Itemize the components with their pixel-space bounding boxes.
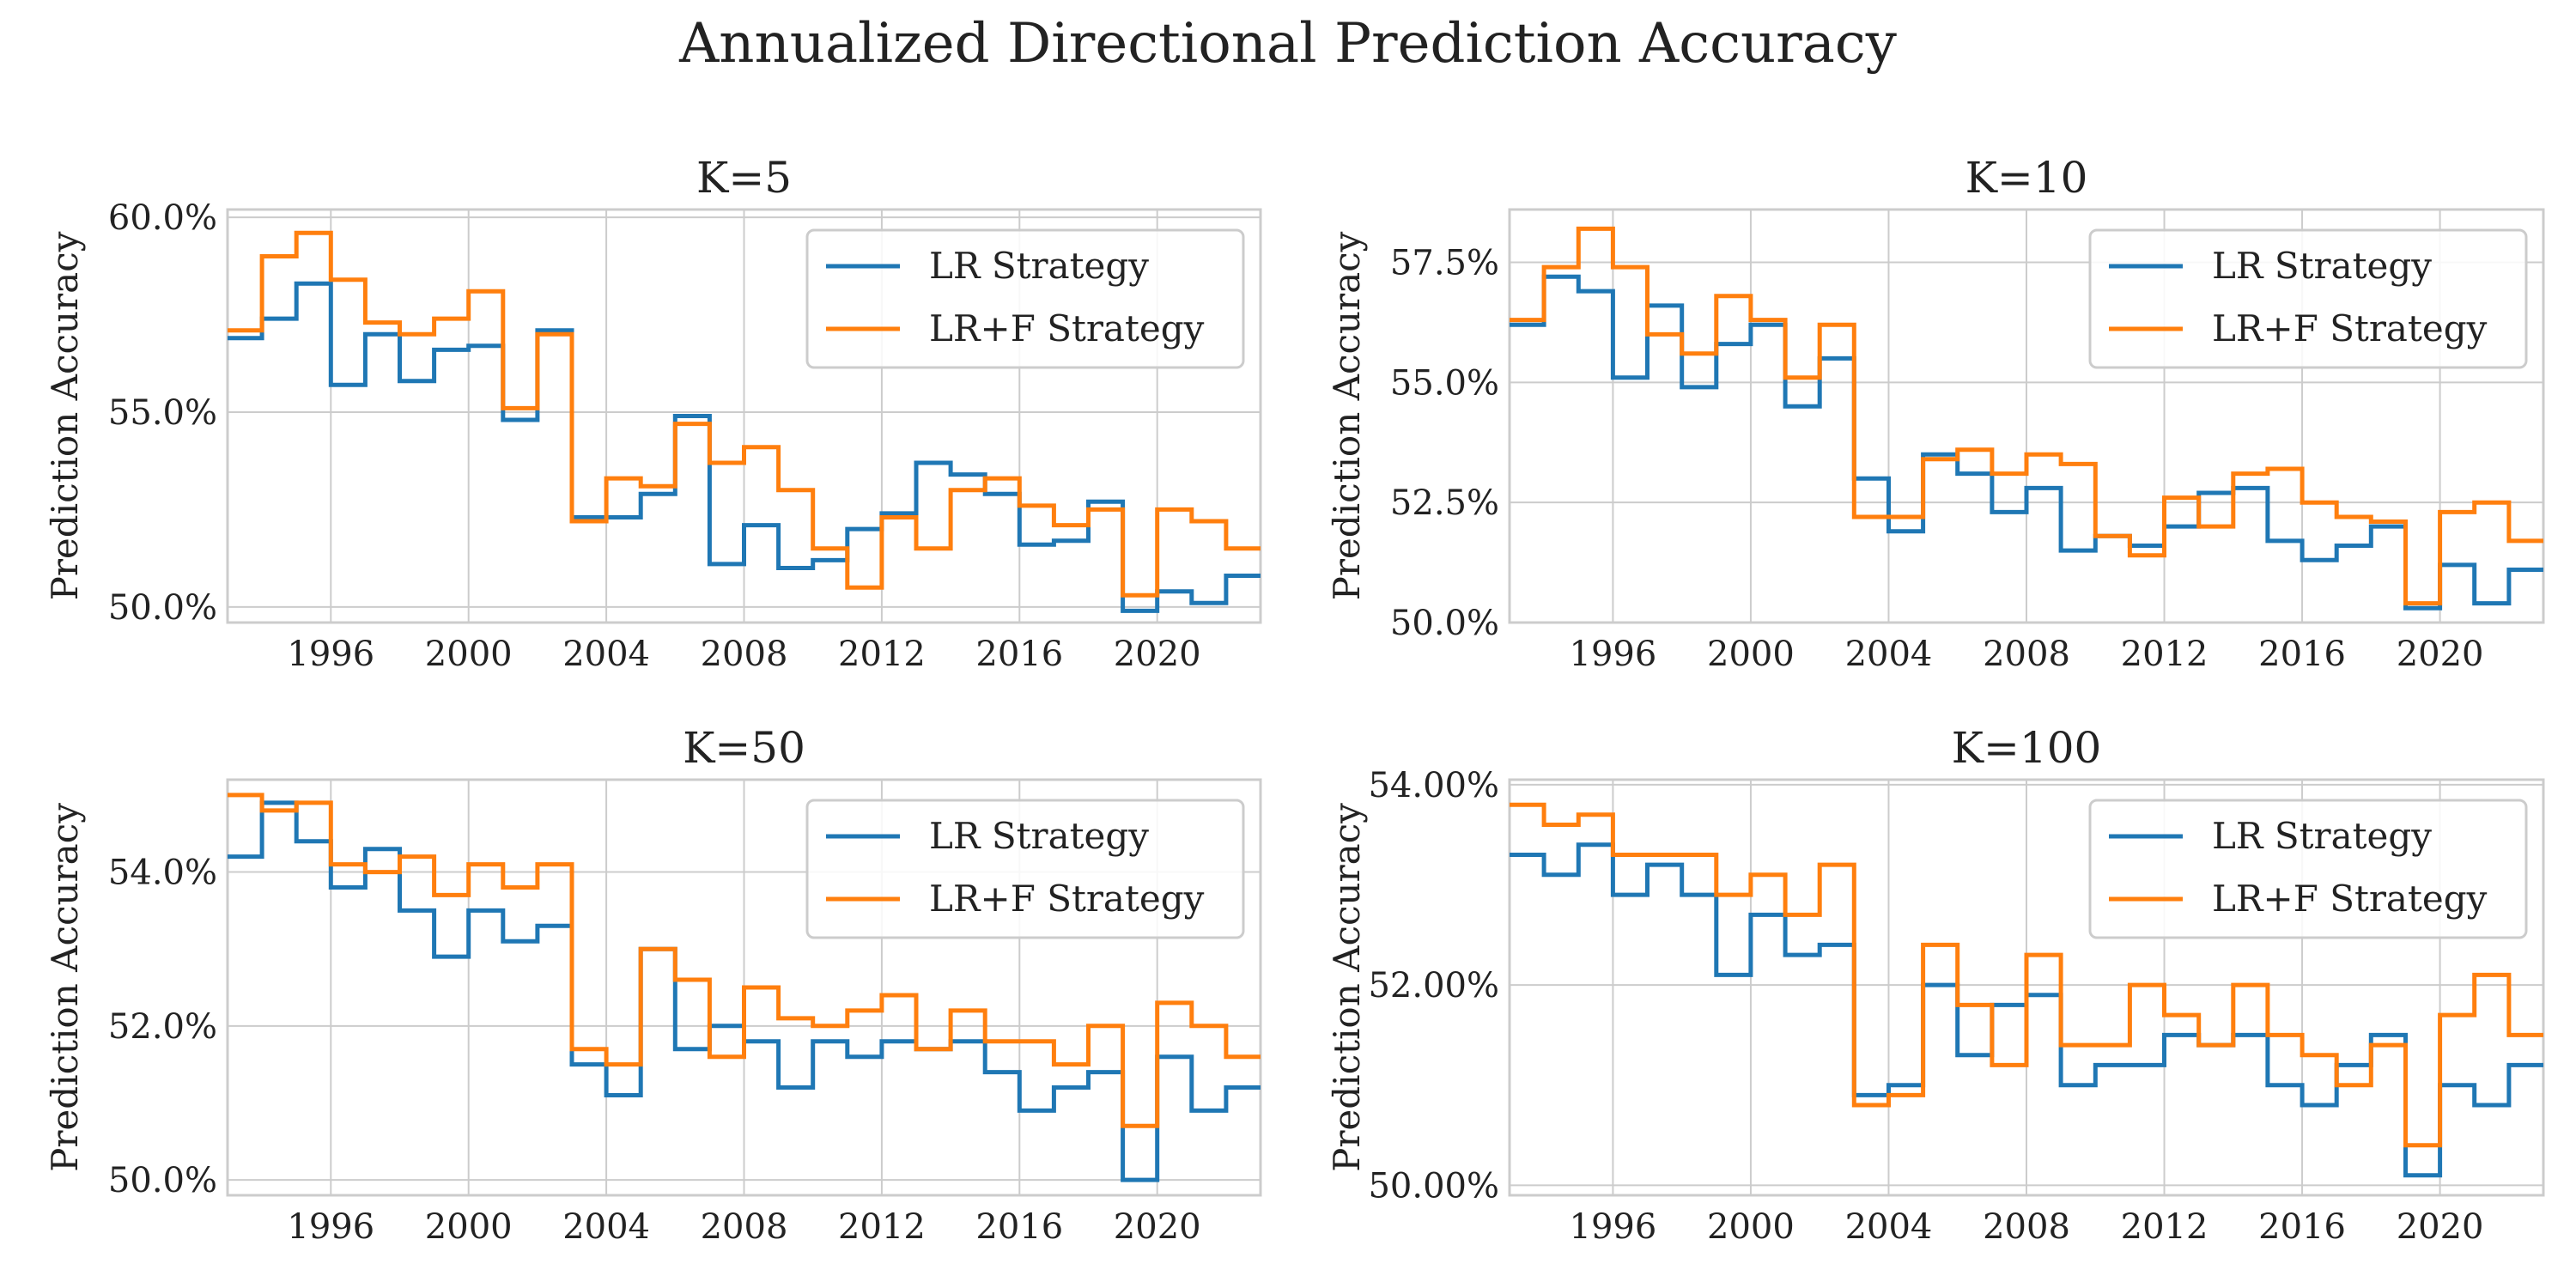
legend-label: LR Strategy [929,245,1149,287]
y-axis-label: Prediction Accuracy [1326,231,1368,600]
y-tick-label: 52.5% [1390,483,1499,523]
panel-title: K=50 [683,723,805,773]
legend: LR Strategy LR+F Strategy [2088,228,2528,369]
plot-frame [226,208,1262,624]
plot-frame [1508,778,2545,1197]
panel-title: K=100 [1952,723,2102,773]
figure-title: Annualized Directional Prediction Accura… [679,12,1897,76]
y-axis-label: Prediction Accuracy [44,803,86,1172]
panel-title: K=10 [1965,153,2088,203]
chart-panel-4: 1996 2000 2004 2008 2012 2016 2020 50.00% 52.00%… [1326,723,2545,1247]
y-tick-label: 52.00% [1368,966,1499,1005]
legend: LR Strategy LR+F Strategy [805,228,1245,369]
x-tick-label: 2016 [975,635,1063,674]
legend-box [2088,228,2528,369]
x-tick-label: 2008 [1983,1207,2070,1247]
legend-label: LR+F Strategy [929,307,1205,349]
x-tick-label: 2020 [1114,635,1201,674]
y-tick-label: 57.5% [1390,244,1499,283]
legend-label: LR+F Strategy [2212,878,2488,920]
y-tick-label: 52.0% [108,1007,217,1047]
y-tick-label: 55.0% [1390,363,1499,403]
x-tick-label: 1996 [287,635,374,674]
legend-label: LR Strategy [2212,815,2432,857]
y-tick-label: 50.00% [1368,1166,1499,1206]
x-tick-label: 2016 [2258,1207,2346,1247]
series-line-lr-f-strategy [228,793,1261,1128]
y-tick-label: 60.0% [108,198,217,238]
series-line-lr-f-strategy [1510,802,2543,1148]
legend-box [805,228,1245,369]
y-tick-label: 50.0% [108,588,217,628]
panel-title: K=5 [696,153,792,203]
plot-frame [226,778,1262,1197]
legend: LR Strategy LR+F Strategy [2088,799,2528,939]
legend-label: LR+F Strategy [929,878,1205,920]
x-tick-label: 2008 [1983,635,2070,674]
y-tick-label: 50.0% [1390,604,1499,643]
series-line-lr-strategy [228,281,1261,613]
y-tick-label: 54.0% [108,854,217,893]
x-tick-label: 2012 [2121,635,2208,674]
x-tick-label: 2012 [838,635,926,674]
x-tick-label: 2020 [1114,1207,1201,1247]
x-tick-label: 2016 [975,1207,1063,1247]
legend-box [805,799,1245,939]
legend-box [2088,799,2528,939]
x-tick-label: 2012 [2121,1207,2208,1247]
x-tick-label: 2004 [562,1207,650,1247]
legend-label: LR+F Strategy [2212,307,2488,349]
y-tick-label: 55.0% [108,393,217,433]
x-tick-label: 1996 [1570,635,1657,674]
legend-label: LR Strategy [929,815,1149,857]
chart-panel-3: 1996 2000 2004 2008 2012 2016 2020 50.0% 52.0% 54… [44,723,1262,1247]
x-tick-label: 2012 [838,1207,926,1247]
y-axis-label: Prediction Accuracy [44,231,86,600]
legend-label: LR Strategy [2212,245,2432,287]
y-axis-label: Prediction Accuracy [1326,803,1368,1172]
y-tick-label: 54.00% [1368,766,1499,805]
chart-panel-2: 1996 2000 2004 2008 2012 2016 2020 50.0% 52.5% 55… [1326,153,2545,674]
legend: LR Strategy LR+F Strategy [805,799,1245,939]
x-tick-label: 2008 [701,1207,788,1247]
x-tick-label: 2000 [425,635,513,674]
x-tick-label: 2000 [425,1207,513,1247]
x-tick-label: 2000 [1707,635,1795,674]
x-tick-label: 2004 [1845,635,1933,674]
series-line-lr-f-strategy [228,230,1261,598]
series-line-lr-f-strategy [1510,226,2543,606]
x-tick-label: 2000 [1707,1207,1795,1247]
x-tick-label: 1996 [287,1207,374,1247]
chart-panel-1: 1996 2000 2004 2008 2012 2016 2020 50.0% 55.0% 60… [44,153,1262,674]
plot-frame [1508,208,2545,624]
x-tick-label: 2020 [2397,635,2484,674]
x-tick-label: 2004 [562,635,650,674]
x-tick-label: 2008 [701,635,788,674]
series-line-lr-strategy [1510,274,2543,611]
x-tick-label: 1996 [1570,1207,1657,1247]
x-tick-label: 2020 [2397,1207,2484,1247]
x-tick-label: 2016 [2258,635,2346,674]
y-tick-label: 50.0% [108,1161,217,1200]
x-tick-label: 2004 [1845,1207,1933,1247]
